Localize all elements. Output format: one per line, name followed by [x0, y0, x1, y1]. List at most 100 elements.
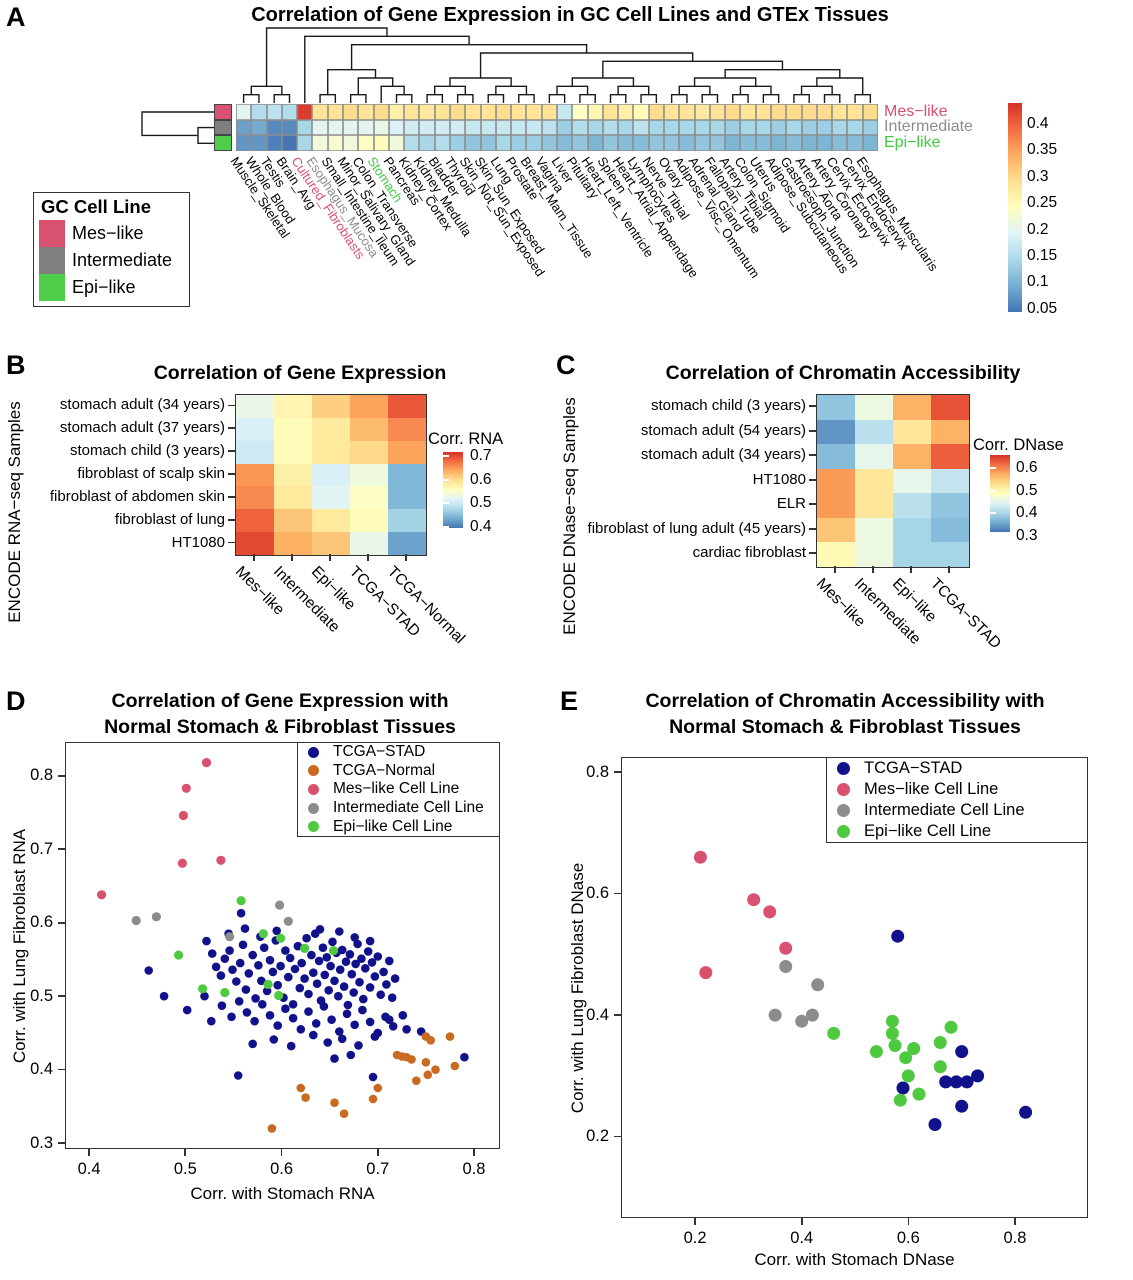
heatmap-cell: [786, 104, 802, 120]
heatmap-cell: [893, 542, 931, 567]
y-tick-label: 0.6: [30, 913, 53, 932]
heatmap-cell: [893, 395, 931, 420]
sample-label: stomach adult (34 years): [640, 446, 806, 464]
heatmap-cell: [388, 440, 426, 464]
row-tick: [809, 552, 816, 555]
heatmap-cell: [817, 517, 855, 542]
heatmap-cell: [358, 135, 374, 152]
heatmap-cell: [587, 135, 603, 152]
heatmap-cell: [297, 104, 313, 120]
row-tick: [228, 541, 235, 544]
panel-e-title-line2: Normal Stomach & Fibroblast Tissues: [669, 716, 1021, 738]
heatmap-row-label: Epi−like: [884, 133, 941, 151]
heatmap-cell: [847, 135, 863, 152]
heatmap-cell: [847, 104, 863, 120]
heatmap-cell: [847, 119, 863, 136]
legend-tick-mark: [443, 478, 449, 481]
heatmap-cell: [251, 135, 267, 152]
legend-tick-label: 0.5: [470, 494, 492, 511]
heatmap-cell: [740, 104, 756, 120]
gc-cell-line-legend: GC Cell Line Mes−like Intermediate Epi−lik…: [33, 192, 190, 307]
heatmap-cell: [388, 417, 426, 441]
heatmap-cell: [801, 119, 817, 136]
heatmap-cell: [350, 440, 388, 464]
legend-dot: [308, 802, 319, 814]
heatmap-cell: [274, 395, 312, 418]
heatmap-cell: [663, 119, 680, 136]
heatmap-cell: [388, 486, 426, 510]
sample-label: stomach child (3 years): [69, 442, 225, 460]
heatmap-cell: [373, 135, 389, 152]
heatmap-cell: [236, 119, 252, 136]
heatmap-cell: [526, 135, 542, 152]
colorbar-tick-label: 0.25: [1027, 194, 1058, 212]
heatmap-cell: [817, 493, 855, 518]
heatmap-cell: [511, 135, 527, 152]
colorbar-tick-label: 0.15: [1027, 247, 1058, 264]
heatmap-cell: [893, 517, 931, 542]
heatmap-cell: [449, 119, 466, 136]
heatmap-cell: [281, 104, 298, 120]
dendrogram: [141, 27, 872, 144]
x-tick: [376, 1149, 379, 1156]
gc-legend-label: Epi−like: [72, 277, 136, 297]
heatmap-cell: [770, 119, 787, 136]
heatmap-cell: [419, 135, 435, 152]
x-tick: [88, 1149, 90, 1156]
heatmap-cell: [862, 104, 878, 120]
y-tick: [614, 1135, 621, 1138]
heatmap-cell: [465, 135, 481, 152]
legend-dot: [308, 821, 319, 833]
legend-tick-mark: [443, 525, 449, 528]
heatmap-cell: [633, 104, 649, 120]
legend-tick-mark: [990, 489, 996, 492]
heatmap-cell: [236, 135, 252, 152]
heatmap-cell: [266, 119, 282, 136]
heatmap-cell: [236, 395, 274, 418]
corr-rna-legend-title: Corr. RNA: [428, 430, 504, 448]
heatmap-cell: [755, 104, 771, 120]
x-tick-label: 0.7: [366, 1160, 390, 1178]
x-tick-label: 0.4: [790, 1229, 814, 1247]
column-tick: [834, 565, 836, 573]
heatmap-cell: [327, 104, 343, 120]
heatmap-cell: [893, 419, 931, 444]
heatmap-cell: [832, 135, 848, 152]
legend-label: Mes−like Cell Line: [864, 780, 999, 798]
legend-tick-label: 0.4: [470, 517, 492, 535]
sample-label: stomach child (3 years): [650, 397, 806, 415]
heatmap-cell: [817, 419, 855, 444]
heatmap-cell: [663, 104, 680, 120]
heatmap-cell: [786, 119, 802, 136]
heatmap-cell: [511, 119, 527, 136]
column-tick: [405, 554, 407, 561]
legend-tick-label: 0.7: [470, 447, 492, 464]
heatmap-cell: [862, 119, 878, 136]
heatmap-cell: [679, 135, 695, 152]
heatmap-cell: [312, 532, 350, 555]
heatmap-cell: [541, 104, 557, 120]
x-tick: [184, 1149, 187, 1156]
legend-tick-label: 0.6: [470, 470, 492, 488]
legend-dot: [308, 765, 319, 777]
heatmap-cell: [663, 135, 680, 152]
row-tick: [809, 527, 816, 530]
heatmap-cell: [602, 135, 619, 152]
legend-tick-mark: [443, 502, 449, 504]
heatmap-cell: [618, 119, 634, 136]
y-tick: [614, 771, 621, 773]
row-tick: [228, 496, 235, 498]
column-tick: [948, 565, 950, 573]
colorbar-tick-label: 0.05: [1027, 299, 1058, 317]
sample-label: HT1080: [171, 533, 225, 551]
panel-d-ylabel: Corr. with Lung Fibroblast RNA: [10, 828, 29, 1064]
heatmap-cell: [434, 119, 450, 136]
row-tick: [809, 454, 816, 457]
x-tick: [280, 1149, 283, 1156]
row-tick: [809, 405, 816, 408]
row-tick: [809, 478, 816, 481]
y-tick: [58, 848, 65, 851]
legend-entry: TCGA−Normal: [298, 762, 499, 781]
heatmap-cell: [587, 119, 603, 136]
